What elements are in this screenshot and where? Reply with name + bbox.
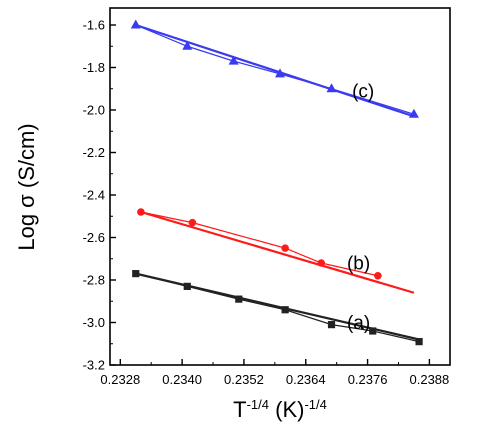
y-axis-title: Log σ (S/cm) (14, 123, 39, 250)
x-axis-title: T-1/4 (K)-1/4 (233, 397, 327, 422)
x-tick-label: 0.2328 (100, 372, 140, 387)
series-tag: (c) (352, 81, 374, 102)
plot-frame (109, 7, 451, 366)
x-tick-label: 0.2364 (286, 372, 326, 387)
data-point (374, 271, 382, 280)
y-tick-label: -2.8 (83, 273, 105, 288)
data-point (369, 327, 377, 335)
data-point (281, 244, 289, 252)
series-0 (130, 19, 419, 118)
data-point (130, 19, 141, 29)
y-tick-label: -3.2 (83, 358, 105, 373)
y-tick-label: -1.8 (83, 60, 105, 75)
data-point (235, 295, 243, 303)
x-tick-label: 0.2352 (224, 372, 264, 387)
data-point (317, 259, 326, 267)
y-tick-label: -2.2 (83, 145, 105, 160)
series-tag: (a) (347, 313, 370, 334)
data-point (137, 208, 145, 216)
y-tick-label: -3.0 (83, 315, 105, 330)
y-tick-label: -2.6 (83, 230, 105, 245)
y-tick-label: -2.4 (83, 188, 105, 203)
x-axis-title-exp1: -1/4 (247, 397, 269, 412)
x-axis-title-exp2: -1/4 (304, 397, 326, 412)
data-point (182, 40, 193, 50)
data-point (183, 282, 191, 290)
y-tick-label: -1.6 (83, 18, 105, 33)
data-point (275, 68, 285, 78)
series-tags: (c) (b) (a) (347, 81, 374, 334)
x-axis-title-mid: (K) (269, 397, 304, 422)
data-point (408, 108, 419, 118)
data-point (281, 306, 289, 314)
series-1 (137, 208, 415, 294)
x-tick-label: 0.2388 (410, 372, 450, 387)
data-point (132, 270, 140, 278)
series-tag: (b) (347, 253, 370, 274)
x-tick-label: 0.2376 (348, 372, 388, 387)
x-axis-title-base: T (233, 397, 246, 422)
fit-line (135, 272, 420, 341)
data-point (228, 55, 239, 65)
series-2 (132, 270, 423, 346)
fit-line (140, 210, 415, 294)
series-line (135, 24, 415, 115)
fit-line (135, 23, 415, 118)
series-line (135, 273, 420, 343)
y-tick-label: -2.0 (83, 103, 105, 118)
data-point (415, 338, 423, 346)
x-tick-label: 0.2340 (162, 372, 202, 387)
axis-ticks: 0.2328 0.2340 0.2352 0.2364 0.2376 0.2388 -1.6… (83, 18, 450, 388)
data-point (326, 83, 337, 93)
data-point (327, 321, 336, 329)
data-point (188, 218, 197, 227)
series-layer (130, 19, 423, 346)
